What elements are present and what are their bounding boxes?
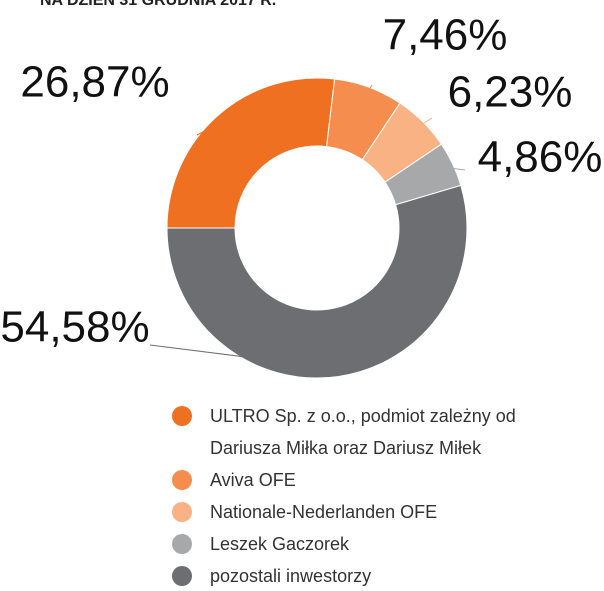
- legend-marker: [172, 406, 192, 426]
- legend-label: ULTRO Sp. z o.o., podmiot zależny od Dar…: [210, 406, 516, 458]
- legend-item: Nationale-Nederlanden OFE: [170, 496, 540, 528]
- legend-label: Aviva OFE: [210, 470, 296, 490]
- legend-item: pozostali inwestorzy: [170, 560, 540, 591]
- legend-item: Aviva OFE: [170, 464, 540, 496]
- leader-line: [196, 121, 223, 136]
- leader-line: [365, 84, 373, 95]
- legend-marker: [172, 534, 192, 554]
- chart-title: NA DZIEŃ 31 GRUDNIA 2017 R.: [40, 0, 276, 9]
- legend-label: Nationale-Nederlanden OFE: [210, 502, 438, 522]
- legend-marker: [172, 566, 192, 586]
- legend-marker: [172, 502, 192, 522]
- value-label: 26,87%: [20, 58, 169, 107]
- legend-marker: [172, 470, 192, 490]
- value-label: 6,23%: [448, 68, 573, 117]
- legend-item: Leszek Gaczorek: [170, 528, 540, 560]
- value-label: 54,58%: [0, 303, 149, 352]
- value-label: 4,86%: [478, 133, 603, 182]
- leader-line: [416, 117, 433, 128]
- leader-line: [445, 166, 466, 171]
- legend-label: Leszek Gaczorek: [210, 534, 350, 554]
- legend: ULTRO Sp. z o.o., podmiot zależny od Dar…: [170, 400, 570, 591]
- leader-line: [149, 344, 338, 370]
- slice: [166, 184, 468, 379]
- legend-item: ULTRO Sp. z o.o., podmiot zależny od Dar…: [170, 400, 540, 464]
- slice: [166, 77, 336, 229]
- legend-label: pozostali inwestorzy: [210, 566, 372, 586]
- value-label: 7,46%: [383, 11, 508, 60]
